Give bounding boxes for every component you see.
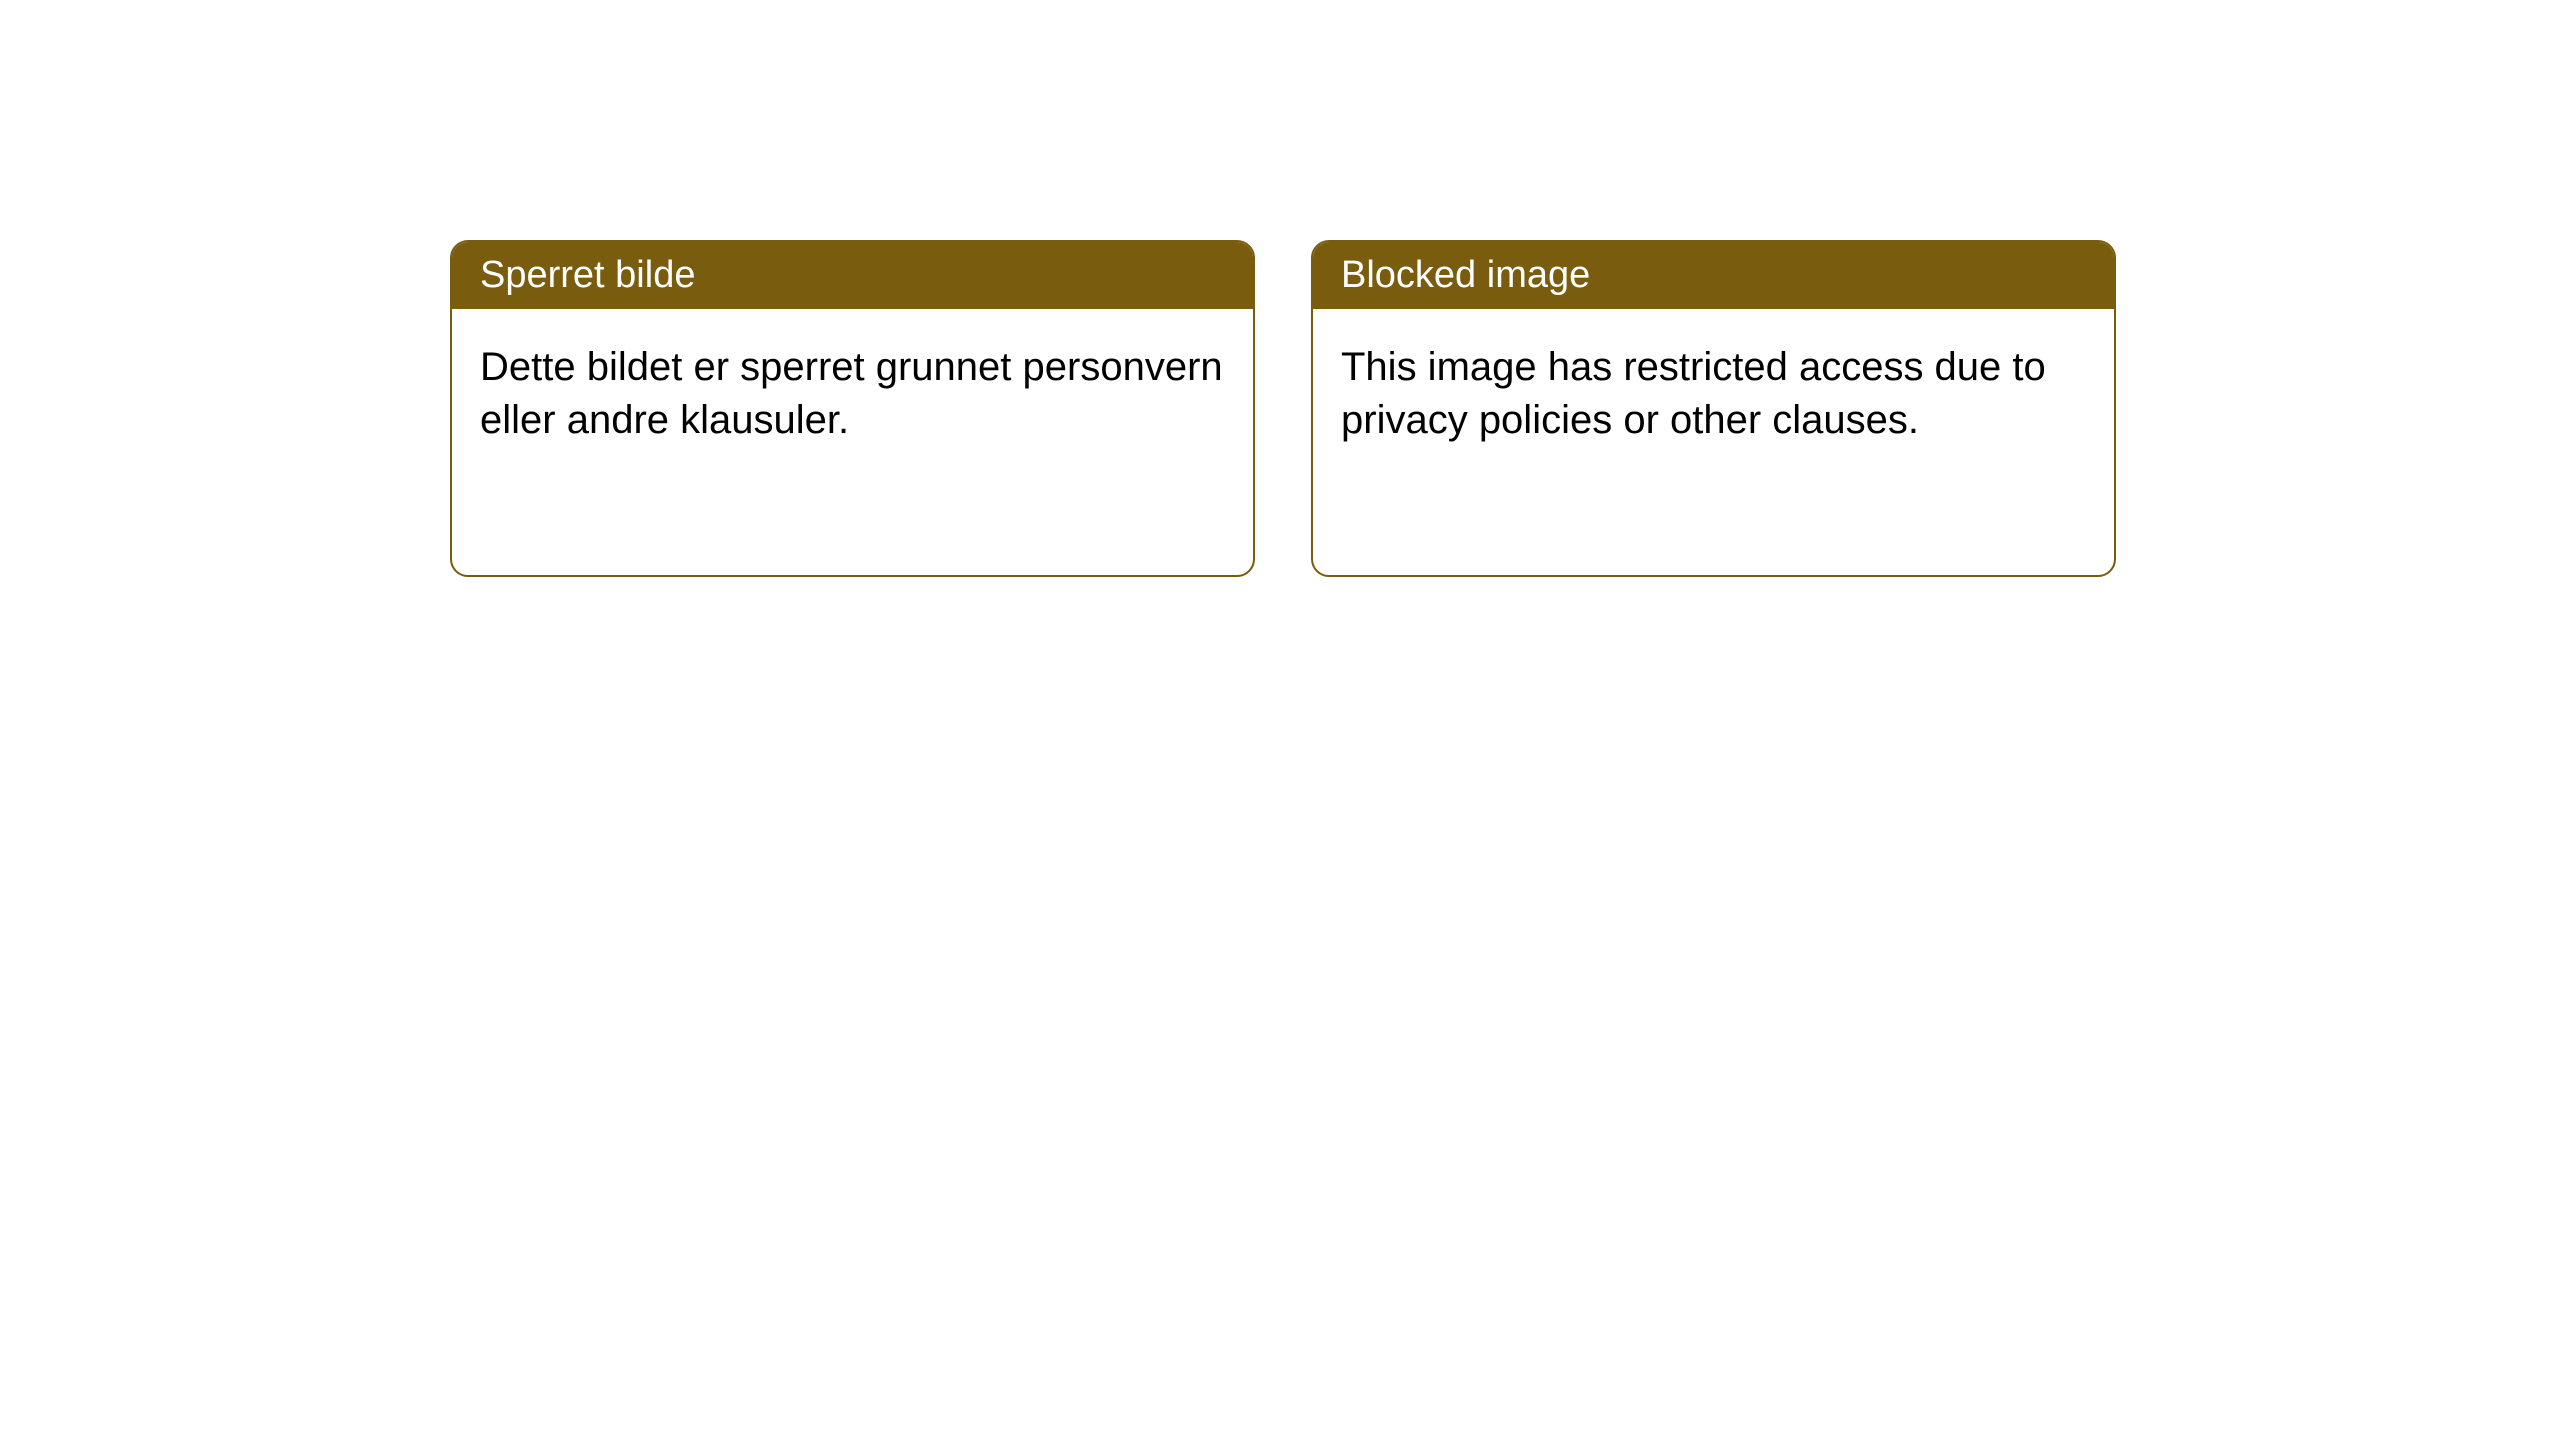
notice-body-english: This image has restricted access due to …: [1313, 309, 2114, 479]
notice-body-norwegian: Dette bildet er sperret grunnet personve…: [452, 309, 1253, 479]
notice-text-norwegian: Dette bildet er sperret grunnet personve…: [480, 345, 1223, 442]
notice-text-english: This image has restricted access due to …: [1341, 345, 2046, 442]
notice-header-norwegian: Sperret bilde: [452, 242, 1253, 309]
notice-header-english: Blocked image: [1313, 242, 2114, 309]
notices-container: Sperret bilde Dette bildet er sperret gr…: [0, 0, 2560, 577]
notice-title-norwegian: Sperret bilde: [480, 254, 695, 296]
notice-card-norwegian: Sperret bilde Dette bildet er sperret gr…: [450, 240, 1255, 577]
notice-card-english: Blocked image This image has restricted …: [1311, 240, 2116, 577]
notice-title-english: Blocked image: [1341, 254, 1590, 296]
